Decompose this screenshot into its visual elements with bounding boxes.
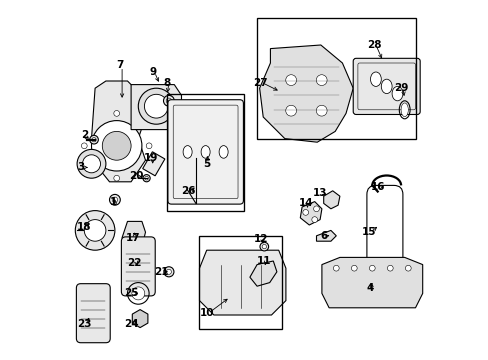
Circle shape bbox=[102, 131, 131, 160]
Circle shape bbox=[91, 121, 142, 171]
Circle shape bbox=[166, 269, 171, 274]
Text: 22: 22 bbox=[127, 258, 142, 268]
Text: 2: 2 bbox=[81, 130, 88, 140]
Text: 26: 26 bbox=[181, 186, 196, 196]
Bar bbox=[167, 94, 244, 211]
Text: 21: 21 bbox=[154, 267, 169, 277]
Text: 25: 25 bbox=[123, 288, 138, 298]
Text: 27: 27 bbox=[253, 78, 267, 88]
Text: 12: 12 bbox=[253, 234, 267, 244]
Circle shape bbox=[333, 265, 339, 271]
Circle shape bbox=[89, 135, 98, 144]
Text: 4: 4 bbox=[366, 283, 373, 293]
Circle shape bbox=[313, 206, 319, 212]
Text: 18: 18 bbox=[77, 222, 91, 232]
Text: 20: 20 bbox=[129, 171, 143, 181]
Circle shape bbox=[316, 75, 326, 86]
Circle shape bbox=[166, 98, 171, 104]
Circle shape bbox=[132, 287, 144, 300]
Text: 6: 6 bbox=[320, 231, 326, 241]
Text: 7: 7 bbox=[116, 60, 124, 70]
Text: 23: 23 bbox=[77, 319, 91, 329]
Text: 24: 24 bbox=[123, 319, 138, 329]
Ellipse shape bbox=[183, 146, 192, 158]
Text: 10: 10 bbox=[199, 308, 214, 318]
Polygon shape bbox=[300, 202, 321, 225]
FancyBboxPatch shape bbox=[352, 58, 419, 114]
Polygon shape bbox=[142, 152, 164, 176]
Text: 19: 19 bbox=[143, 153, 158, 163]
Text: 8: 8 bbox=[163, 78, 170, 88]
Polygon shape bbox=[316, 230, 336, 241]
Circle shape bbox=[386, 265, 392, 271]
Text: 5: 5 bbox=[203, 159, 210, 169]
Circle shape bbox=[144, 94, 168, 118]
Circle shape bbox=[109, 194, 120, 205]
Polygon shape bbox=[321, 257, 422, 308]
Circle shape bbox=[77, 149, 106, 178]
Polygon shape bbox=[323, 191, 339, 209]
Ellipse shape bbox=[201, 146, 210, 158]
Circle shape bbox=[146, 143, 152, 149]
Circle shape bbox=[285, 75, 296, 86]
Ellipse shape bbox=[219, 146, 228, 158]
FancyBboxPatch shape bbox=[76, 284, 110, 343]
Circle shape bbox=[142, 175, 150, 182]
Circle shape bbox=[84, 220, 106, 241]
Bar bbox=[199, 236, 282, 329]
Text: 9: 9 bbox=[149, 67, 156, 77]
Text: 1: 1 bbox=[109, 197, 117, 207]
Circle shape bbox=[285, 105, 296, 116]
Circle shape bbox=[316, 105, 326, 116]
Circle shape bbox=[81, 143, 87, 149]
Circle shape bbox=[114, 111, 120, 116]
Polygon shape bbox=[122, 221, 145, 248]
Circle shape bbox=[112, 197, 117, 202]
Circle shape bbox=[144, 176, 148, 180]
Circle shape bbox=[262, 244, 266, 249]
Circle shape bbox=[92, 138, 96, 142]
Circle shape bbox=[75, 211, 115, 250]
Bar bbox=[257, 18, 415, 139]
Text: 15: 15 bbox=[361, 227, 375, 237]
Text: 13: 13 bbox=[312, 188, 326, 198]
Polygon shape bbox=[131, 85, 181, 130]
Ellipse shape bbox=[400, 103, 407, 117]
Circle shape bbox=[114, 175, 120, 181]
Polygon shape bbox=[249, 261, 276, 286]
Text: 3: 3 bbox=[77, 162, 84, 172]
Circle shape bbox=[302, 210, 308, 215]
FancyBboxPatch shape bbox=[167, 100, 243, 204]
Text: 29: 29 bbox=[393, 83, 407, 93]
FancyBboxPatch shape bbox=[121, 237, 155, 296]
Polygon shape bbox=[199, 250, 285, 315]
Text: 16: 16 bbox=[370, 182, 384, 192]
Circle shape bbox=[260, 242, 268, 251]
Text: 17: 17 bbox=[125, 233, 140, 243]
Circle shape bbox=[163, 95, 174, 106]
Circle shape bbox=[311, 217, 317, 222]
Circle shape bbox=[82, 155, 101, 173]
Polygon shape bbox=[91, 81, 145, 182]
Ellipse shape bbox=[381, 79, 391, 94]
Text: 14: 14 bbox=[298, 198, 312, 208]
Text: 28: 28 bbox=[366, 40, 381, 50]
Circle shape bbox=[405, 265, 410, 271]
Circle shape bbox=[163, 267, 174, 277]
Polygon shape bbox=[259, 45, 352, 142]
Circle shape bbox=[138, 88, 174, 124]
Circle shape bbox=[351, 265, 356, 271]
Polygon shape bbox=[132, 310, 147, 328]
Circle shape bbox=[368, 265, 374, 271]
Ellipse shape bbox=[391, 86, 402, 101]
Text: 11: 11 bbox=[257, 256, 271, 266]
Ellipse shape bbox=[370, 72, 381, 86]
